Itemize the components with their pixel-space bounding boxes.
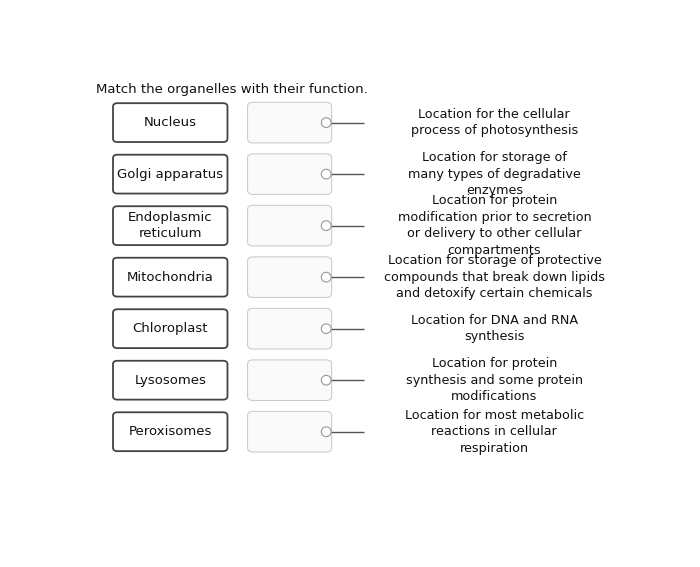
- Text: Location for most metabolic
reactions in cellular
respiration: Location for most metabolic reactions in…: [405, 409, 584, 455]
- Ellipse shape: [321, 272, 331, 282]
- Ellipse shape: [321, 221, 331, 231]
- Text: Chloroplast: Chloroplast: [132, 322, 208, 335]
- FancyBboxPatch shape: [113, 361, 228, 400]
- FancyBboxPatch shape: [113, 258, 228, 297]
- FancyBboxPatch shape: [113, 103, 228, 142]
- FancyBboxPatch shape: [248, 412, 332, 452]
- Text: Location for DNA and RNA
synthesis: Location for DNA and RNA synthesis: [411, 314, 578, 344]
- FancyBboxPatch shape: [248, 205, 332, 246]
- Text: Location for storage of protective
compounds that break down lipids
and detoxify: Location for storage of protective compo…: [384, 254, 605, 300]
- FancyBboxPatch shape: [248, 308, 332, 349]
- FancyBboxPatch shape: [113, 206, 228, 245]
- Text: Location for protein
synthesis and some protein
modifications: Location for protein synthesis and some …: [406, 357, 583, 403]
- Text: Mitochondria: Mitochondria: [127, 270, 214, 284]
- Ellipse shape: [321, 324, 331, 333]
- Text: Lysosomes: Lysosomes: [134, 374, 206, 387]
- Text: Peroxisomes: Peroxisomes: [129, 425, 212, 438]
- Ellipse shape: [321, 427, 331, 437]
- Ellipse shape: [321, 118, 331, 128]
- FancyBboxPatch shape: [248, 360, 332, 400]
- FancyBboxPatch shape: [113, 412, 228, 451]
- Ellipse shape: [321, 375, 331, 385]
- Text: Endoplasmic
reticulum: Endoplasmic reticulum: [128, 211, 213, 240]
- FancyBboxPatch shape: [113, 309, 228, 348]
- Text: Location for protein
modification prior to secretion
or delivery to other cellul: Location for protein modification prior …: [398, 194, 592, 257]
- FancyBboxPatch shape: [248, 102, 332, 143]
- FancyBboxPatch shape: [113, 155, 228, 193]
- FancyBboxPatch shape: [248, 154, 332, 194]
- Ellipse shape: [321, 170, 331, 179]
- Text: Location for the cellular
process of photosynthesis: Location for the cellular process of pho…: [411, 108, 578, 137]
- Text: Nucleus: Nucleus: [144, 116, 197, 129]
- Text: Match the organelles with their function.: Match the organelles with their function…: [96, 83, 368, 96]
- Text: Location for storage of
many types of degradative
enzymes: Location for storage of many types of de…: [408, 151, 581, 197]
- Text: Golgi apparatus: Golgi apparatus: [117, 168, 223, 181]
- FancyBboxPatch shape: [248, 257, 332, 298]
